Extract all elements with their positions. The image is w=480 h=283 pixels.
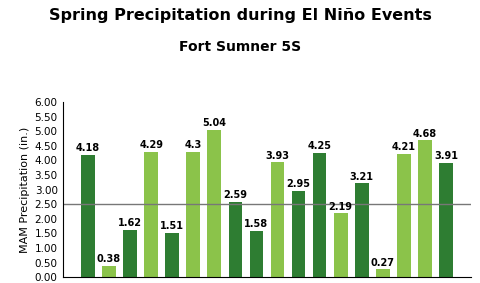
Text: 4.25: 4.25 (307, 141, 331, 151)
Text: 1.51: 1.51 (160, 221, 184, 231)
Text: 3.21: 3.21 (349, 172, 373, 182)
Text: 4.29: 4.29 (139, 140, 163, 150)
Bar (81, 155, 95, 277)
Text: 4.3: 4.3 (184, 140, 202, 150)
Text: 4.68: 4.68 (412, 129, 436, 139)
Text: 0.38: 0.38 (97, 254, 121, 265)
Text: 5.04: 5.04 (202, 118, 226, 128)
Bar (186, 152, 200, 277)
Bar (354, 183, 368, 277)
Text: 4.21: 4.21 (391, 142, 415, 153)
Text: 1.62: 1.62 (118, 218, 142, 228)
Text: Fort Sumner 5S: Fort Sumner 5S (179, 40, 301, 53)
Bar (333, 213, 347, 277)
Bar (312, 153, 326, 277)
Text: 2.19: 2.19 (328, 201, 352, 212)
Bar (144, 152, 157, 277)
Bar (207, 130, 221, 277)
Bar (417, 140, 431, 277)
Text: 1.58: 1.58 (244, 219, 268, 230)
Bar (396, 154, 410, 277)
Bar (438, 163, 452, 277)
Y-axis label: MAM Precipitation (in.): MAM Precipitation (in.) (20, 127, 30, 253)
Bar (375, 269, 389, 277)
Bar (165, 233, 179, 277)
Text: 3.93: 3.93 (265, 151, 289, 161)
Text: 4.18: 4.18 (76, 143, 100, 153)
Bar (291, 191, 305, 277)
Bar (228, 201, 242, 277)
Text: Spring Precipitation during El Niño Events: Spring Precipitation during El Niño Even… (49, 8, 431, 23)
Text: 2.59: 2.59 (223, 190, 247, 200)
Bar (123, 230, 137, 277)
Bar (249, 231, 263, 277)
Text: 0.27: 0.27 (370, 258, 394, 268)
Text: 3.91: 3.91 (433, 151, 457, 161)
Text: 2.95: 2.95 (286, 179, 310, 189)
Bar (102, 266, 116, 277)
Bar (270, 162, 284, 277)
